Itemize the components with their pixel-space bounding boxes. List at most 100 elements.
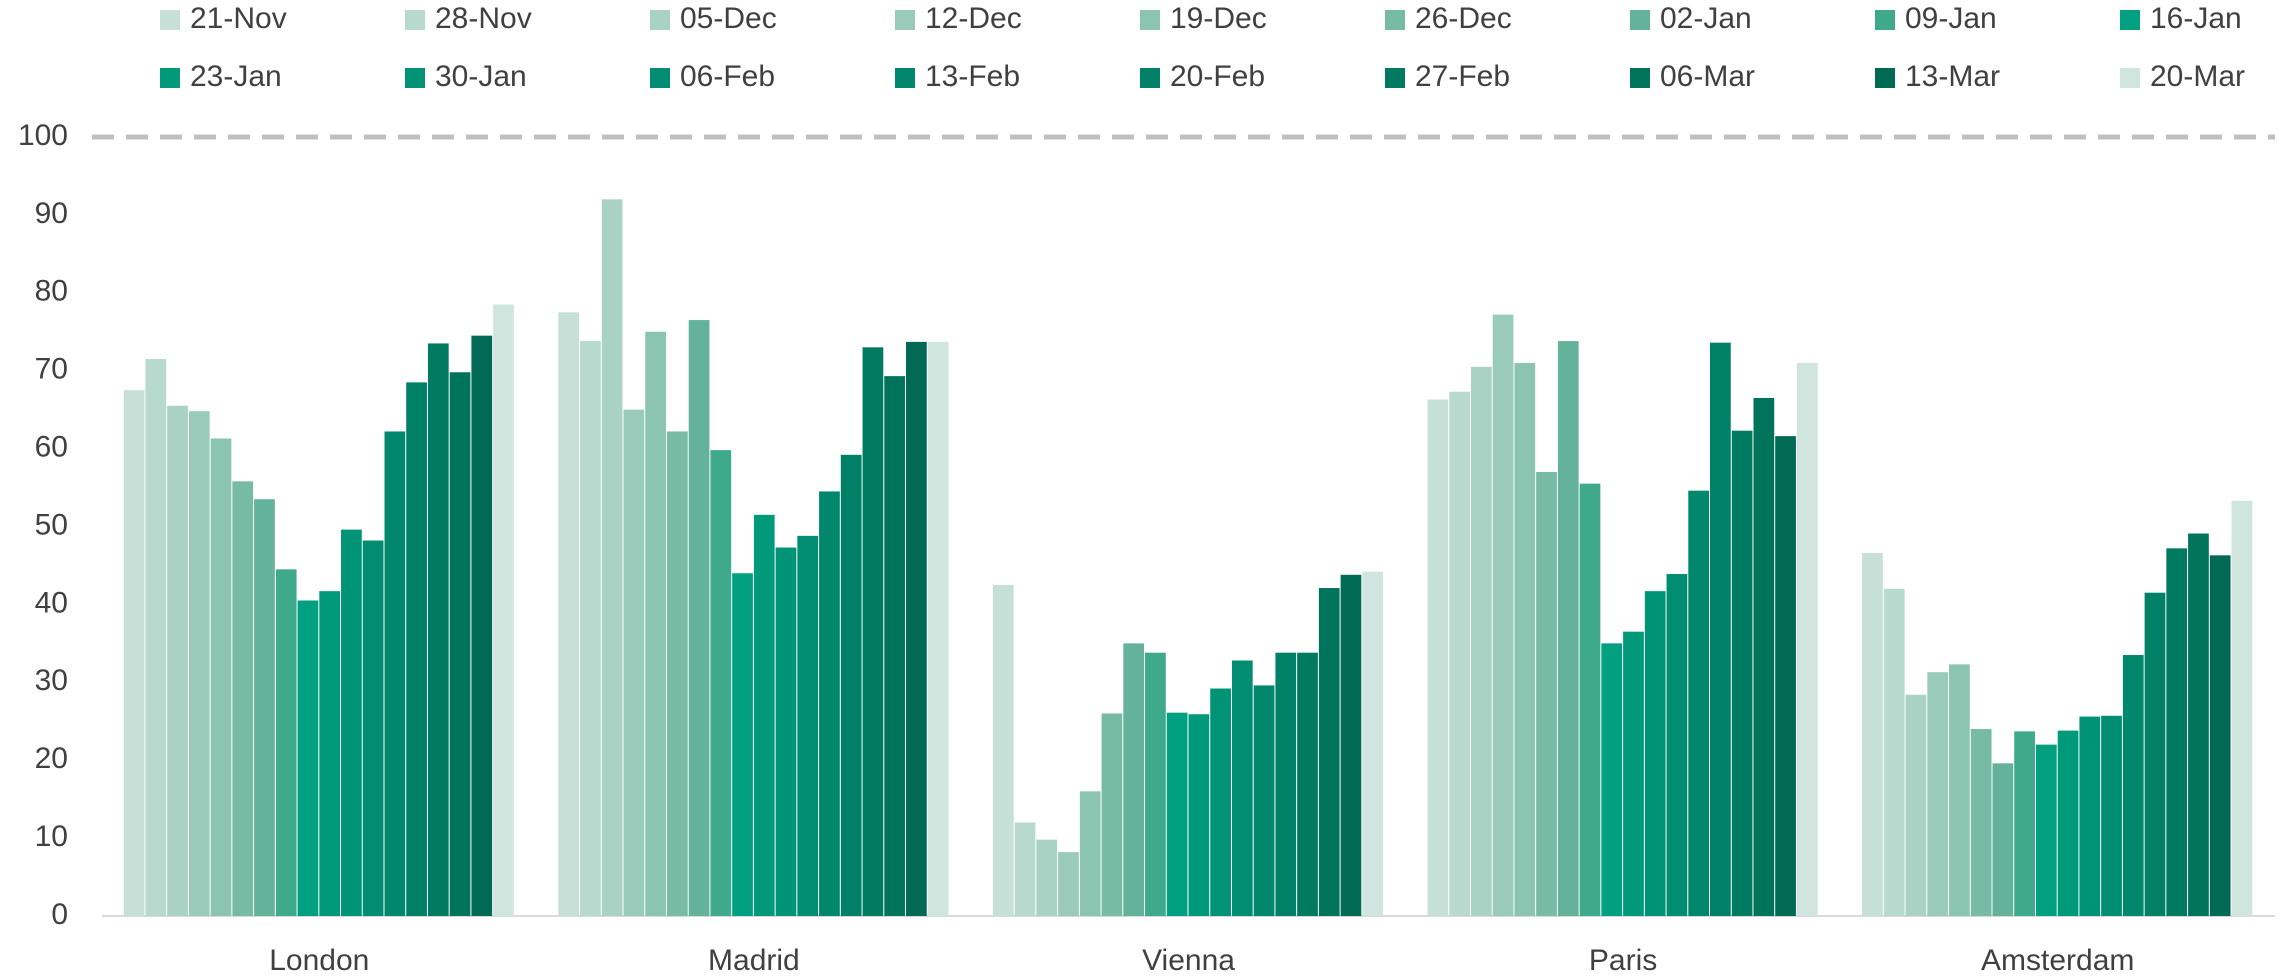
bar [2144, 592, 2166, 916]
bar [1427, 399, 1449, 916]
bar [384, 431, 406, 916]
bar [992, 584, 1014, 916]
legend-swatch [1630, 68, 1650, 88]
y-tick-label: 60 [35, 431, 68, 464]
y-tick-label: 100 [18, 119, 68, 152]
bar [1688, 490, 1710, 916]
bar [1470, 366, 1492, 916]
bar [1949, 664, 1970, 916]
bar [2122, 655, 2144, 916]
bar [493, 304, 514, 916]
legend-swatch [895, 68, 915, 88]
bar [1775, 436, 1796, 916]
legend-swatch [1385, 10, 1405, 30]
bar [2231, 500, 2253, 916]
bar [1449, 391, 1470, 916]
bar [840, 454, 862, 916]
legend-label: 06-Mar [1660, 60, 1755, 93]
legend-label: 19-Dec [1170, 2, 1267, 35]
legend-label: 12-Dec [925, 2, 1022, 35]
bar [862, 347, 884, 917]
legend-label: 27-Feb [1415, 60, 1510, 93]
bar [1796, 362, 1818, 916]
bar [319, 591, 341, 916]
bar [1644, 591, 1666, 916]
legend-swatch [1875, 68, 1895, 88]
legend-swatch [160, 10, 180, 30]
bar [753, 514, 775, 916]
bar [449, 372, 471, 916]
y-tick-label: 90 [35, 197, 68, 230]
bar [688, 320, 710, 916]
bar [1905, 694, 1927, 916]
legend-swatch [650, 68, 670, 88]
bar [1036, 839, 1058, 916]
legend-swatch [1140, 68, 1160, 88]
y-tick-label: 50 [35, 508, 68, 541]
bar [2188, 533, 2209, 916]
bar [623, 409, 645, 916]
legend-label: 20-Feb [1170, 60, 1265, 93]
bar [1079, 791, 1101, 916]
bar [362, 540, 384, 916]
legend-label: 06-Feb [680, 60, 775, 93]
bar [1145, 652, 1166, 916]
bar [275, 569, 297, 916]
bar [1058, 852, 1079, 916]
x-tick-label: Vienna [1142, 944, 1235, 977]
y-tick-label: 0 [51, 898, 68, 931]
bar [2166, 548, 2188, 916]
bar [297, 600, 319, 916]
bar [1970, 729, 1992, 916]
x-tick-label: Amsterdam [1981, 944, 2134, 977]
bar [732, 573, 753, 916]
bar [188, 411, 210, 916]
bar [906, 341, 927, 916]
bar [1731, 430, 1753, 916]
bar [2035, 744, 2057, 916]
bar [1253, 685, 1275, 916]
legend-label: 05-Dec [680, 2, 777, 35]
bar [2057, 730, 2079, 916]
bar [1862, 552, 1883, 916]
legend-label: 09-Jan [1905, 2, 1997, 35]
x-tick-label: Madrid [708, 944, 800, 977]
bar [2209, 555, 2231, 916]
bar [1275, 652, 1297, 916]
bar [341, 529, 362, 916]
bar [1536, 471, 1557, 916]
bar [145, 359, 167, 916]
bar [1340, 574, 1362, 916]
bar [645, 331, 666, 916]
bar [1601, 643, 1623, 916]
bar [819, 491, 840, 916]
legend-swatch [405, 10, 425, 30]
bar [601, 199, 623, 916]
bar [167, 405, 188, 916]
legend-swatch [895, 10, 915, 30]
bar [710, 450, 732, 916]
y-tick-label: 80 [35, 275, 68, 308]
bar [775, 547, 797, 916]
bar [1014, 822, 1036, 916]
bar [1123, 643, 1145, 916]
legend-swatch [1630, 10, 1650, 30]
y-tick-label: 10 [35, 820, 68, 853]
bar [927, 341, 949, 916]
bar [1753, 397, 1775, 917]
x-tick-label: London [269, 944, 369, 977]
legend-label: 30-Jan [435, 60, 527, 93]
bar [1666, 574, 1688, 916]
legend-swatch [160, 68, 180, 88]
bar [254, 499, 275, 916]
bar [427, 343, 449, 916]
bar [1297, 652, 1318, 916]
bar [1883, 588, 1905, 916]
bar [1231, 660, 1253, 916]
legend-swatch [2120, 10, 2140, 30]
bar [1557, 341, 1579, 916]
y-tick-label: 40 [35, 586, 68, 619]
y-tick-label: 20 [35, 742, 68, 775]
y-tick-label: 30 [35, 664, 68, 697]
bar [1927, 672, 1949, 916]
